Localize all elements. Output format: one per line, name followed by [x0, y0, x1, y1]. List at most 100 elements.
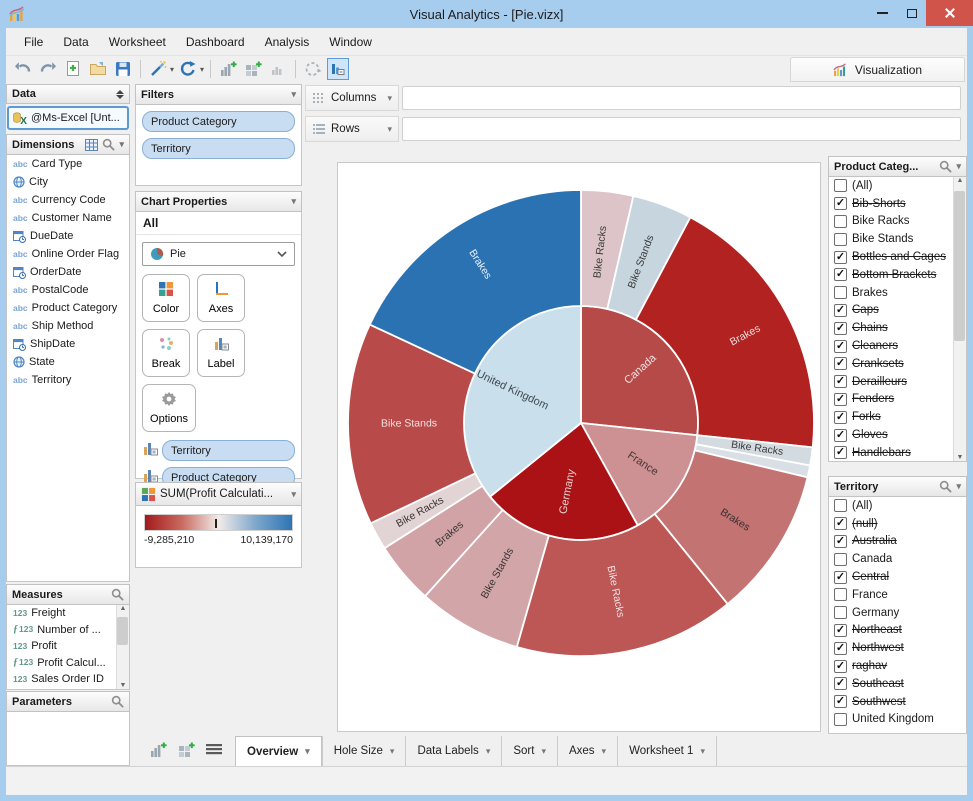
scroll-thumb[interactable]	[954, 191, 965, 341]
chart-segment[interactable]	[424, 509, 550, 648]
add-worksheet-button[interactable]	[217, 58, 239, 80]
chart-segment[interactable]	[635, 216, 815, 449]
scroll-down-icon[interactable]: ▼	[956, 454, 964, 461]
refresh-dropdown[interactable]: ▾	[200, 64, 205, 74]
checkbox[interactable]: ✓	[834, 677, 847, 691]
field-item[interactable]: 123 Profit	[7, 638, 129, 655]
filter-item[interactable]: ✓ Handlebars	[829, 444, 966, 461]
view-toggle-button[interactable]	[327, 58, 350, 80]
open-button[interactable]	[87, 58, 109, 80]
lasso-button[interactable]	[302, 58, 324, 80]
checkbox[interactable]	[834, 286, 847, 300]
axes-button[interactable]: Axes	[197, 274, 245, 322]
checkbox[interactable]: ✓	[834, 446, 847, 460]
field-item[interactable]: ShipDate	[7, 335, 129, 353]
scroll-up-icon[interactable]: ▲	[956, 177, 964, 184]
checkbox[interactable]: ✓	[834, 357, 847, 371]
checkbox[interactable]	[834, 214, 847, 228]
chevron-down-icon[interactable]: ▾	[389, 745, 395, 756]
worksheet-list-button[interactable]	[205, 743, 223, 760]
filter-item[interactable]: ✓ Bottles and Cages	[829, 248, 966, 266]
checkbox[interactable]: ✓	[834, 197, 847, 211]
checkbox[interactable]: ✓	[834, 410, 847, 424]
scroll-thumb[interactable]	[117, 617, 128, 645]
tab-overview[interactable]: Overview ▾	[235, 736, 322, 766]
checkbox[interactable]: ✓	[834, 517, 847, 531]
filter-item[interactable]: ✓ Caps	[829, 302, 966, 320]
filter-item[interactable]: ✓ Derailleurs	[829, 373, 966, 391]
filter-item[interactable]: Brakes	[829, 284, 966, 302]
field-item[interactable]: State	[7, 353, 129, 371]
checkbox[interactable]	[834, 552, 847, 566]
checkbox[interactable]: ✓	[834, 623, 847, 637]
menu-data[interactable]: Data	[63, 34, 89, 49]
filter-item[interactable]: ✓ Central	[829, 568, 966, 586]
search-icon[interactable]	[939, 480, 952, 493]
menu-window[interactable]: Window	[329, 34, 372, 49]
checkbox[interactable]: ✓	[834, 250, 847, 264]
chevron-down-icon[interactable]: ▾	[485, 745, 491, 756]
checkbox[interactable]	[834, 712, 847, 726]
checkbox[interactable]: ✓	[834, 303, 847, 317]
field-item[interactable]: abc Card Type	[7, 155, 129, 173]
menu-analysis[interactable]: Analysis	[264, 34, 310, 49]
field-item[interactable]: abc Territory	[7, 371, 129, 389]
filter-item[interactable]: ✓ Cranksets	[829, 355, 966, 373]
checkbox[interactable]: ✓	[834, 570, 847, 584]
checkbox[interactable]: ✓	[834, 659, 847, 673]
filter-item[interactable]: ✓ (null)	[829, 515, 966, 533]
undo-button[interactable]	[12, 58, 34, 80]
field-item[interactable]: abc Ship Method	[7, 317, 129, 335]
filter-item[interactable]: France	[829, 586, 966, 604]
maximize-button[interactable]	[897, 0, 926, 26]
label-button[interactable]: Label	[197, 329, 245, 377]
filter-item[interactable]: ✓ Chains	[829, 319, 966, 337]
field-item[interactable]: 123 Freight	[7, 605, 129, 622]
chevron-down-icon[interactable]: ▾	[305, 746, 310, 756]
title-bar[interactable]: Visual Analytics - [Pie.vizx]	[0, 0, 973, 28]
chevron-down-icon[interactable]: ▾	[700, 745, 705, 756]
checkbox[interactable]	[834, 179, 847, 193]
filter-item[interactable]: ✓ Bib-Shorts	[829, 195, 966, 213]
data-source-item[interactable]: X @Ms-Excel [Unt...	[7, 106, 129, 130]
checkbox[interactable]: ✓	[834, 534, 847, 548]
table-view-icon[interactable]	[85, 138, 99, 151]
filter-item[interactable]: ✓ Fenders	[829, 391, 966, 409]
search-icon[interactable]	[111, 695, 124, 708]
scroll-down-icon[interactable]: ▼	[119, 682, 127, 689]
menu-worksheet[interactable]: Worksheet	[108, 34, 166, 49]
chevron-down-icon[interactable]: ▾	[291, 196, 296, 206]
legend-gradient-bar[interactable]	[144, 514, 293, 531]
checkbox[interactable]	[834, 606, 847, 620]
columns-shelf-button[interactable]: Columns ▾	[305, 85, 399, 111]
scroll-up-icon[interactable]: ▲	[119, 605, 127, 612]
filter-item[interactable]: Canada	[829, 550, 966, 568]
checkbox[interactable]	[834, 499, 847, 513]
tab-hole-size[interactable]: Hole Size ▾	[321, 736, 406, 766]
field-item[interactable]: City	[7, 173, 129, 191]
chart-segment[interactable]	[347, 323, 477, 525]
field-item[interactable]: ƒ123 Number of ...	[7, 622, 129, 639]
checkbox[interactable]: ✓	[834, 339, 847, 353]
chart-type-select[interactable]: Pie	[142, 242, 295, 266]
rows-shelf-button[interactable]: Rows ▾	[305, 116, 399, 142]
menu-dashboard[interactable]: Dashboard	[185, 34, 245, 49]
field-item[interactable]: abc PostalCode	[7, 281, 129, 299]
format-dropdown[interactable]: ▾	[170, 64, 175, 74]
tab-sort[interactable]: Sort ▾	[501, 736, 557, 766]
filter-item[interactable]: ✓ Southwest	[829, 693, 966, 711]
filter-pill[interactable]: Territory	[142, 138, 295, 159]
filter-item[interactable]: ✓ raghav	[829, 657, 966, 675]
filter-item[interactable]: ✓ Northwest	[829, 639, 966, 657]
rows-shelf-field[interactable]	[402, 117, 961, 141]
search-icon[interactable]	[102, 138, 115, 151]
bar-chart-button[interactable]	[267, 58, 289, 80]
filter-item[interactable]: United Kingdom	[829, 711, 966, 729]
format-button[interactable]	[147, 58, 169, 80]
refresh-button[interactable]	[177, 58, 199, 80]
filter-item[interactable]: Germany	[829, 604, 966, 622]
filter-item[interactable]: ✓ Bottom Brackets	[829, 266, 966, 284]
search-icon[interactable]	[939, 160, 952, 173]
options-button[interactable]: Options	[142, 384, 196, 432]
